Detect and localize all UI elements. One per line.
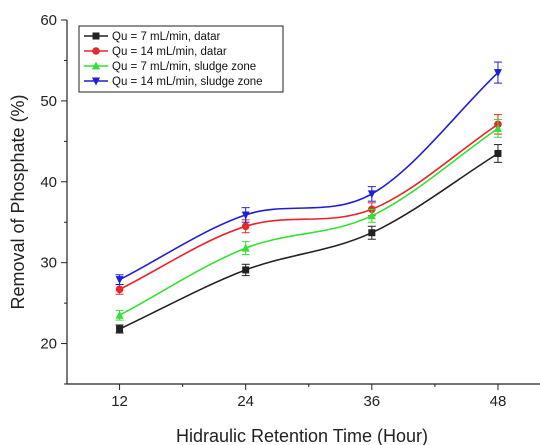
series-1 [115, 114, 502, 295]
y-tick-label: 60 [40, 12, 57, 29]
data-point [368, 229, 376, 237]
legend-label: Qu = 14 mL/min, datar [112, 46, 227, 58]
x-tick-label: 36 [363, 393, 380, 410]
series-line [119, 152, 499, 330]
data-point [116, 325, 124, 333]
y-tick-label: 40 [40, 174, 57, 191]
series-line [119, 127, 499, 316]
data-point [241, 222, 250, 231]
series-line [119, 72, 499, 281]
legend-marker [92, 77, 100, 86]
data-point [115, 285, 124, 294]
x-tick-label: 12 [111, 393, 128, 410]
legend-marker [92, 32, 100, 40]
y-tick-label: 30 [40, 255, 57, 272]
legend-marker [92, 61, 100, 70]
x-axis-title: Hidraulic Retention Time (Hour) [176, 426, 428, 445]
y-tick-label: 50 [40, 93, 57, 110]
data-point [367, 190, 376, 199]
series-3 [115, 61, 502, 286]
series-2 [115, 118, 502, 321]
legend-box [78, 25, 284, 93]
y-axis-title: Removal of Phosphate (%) [8, 94, 28, 309]
data-point [367, 211, 376, 220]
x-tick-label: 24 [237, 393, 254, 410]
data-point [241, 243, 250, 252]
data-point [493, 123, 502, 132]
data-point [241, 211, 250, 220]
data-point [493, 69, 502, 78]
legend-label: Qu = 7 mL/min, datar [112, 31, 221, 43]
series-line [119, 123, 499, 291]
legend-marker [92, 47, 100, 55]
y-tick-label: 20 [40, 336, 57, 353]
data-point [242, 266, 250, 274]
data-point [115, 276, 124, 285]
data-point [115, 310, 124, 319]
legend: Qu = 7 mL/min, datar Qu = 14 mL/min, data… [78, 25, 284, 93]
x-tick-label: 48 [490, 393, 507, 410]
data-point [494, 149, 502, 157]
legend-label: Qu = 14 mL/min, sludge zone [112, 76, 263, 88]
series-0 [115, 144, 502, 334]
legend-label: Qu = 7 mL/min, sludge zone [112, 61, 256, 73]
